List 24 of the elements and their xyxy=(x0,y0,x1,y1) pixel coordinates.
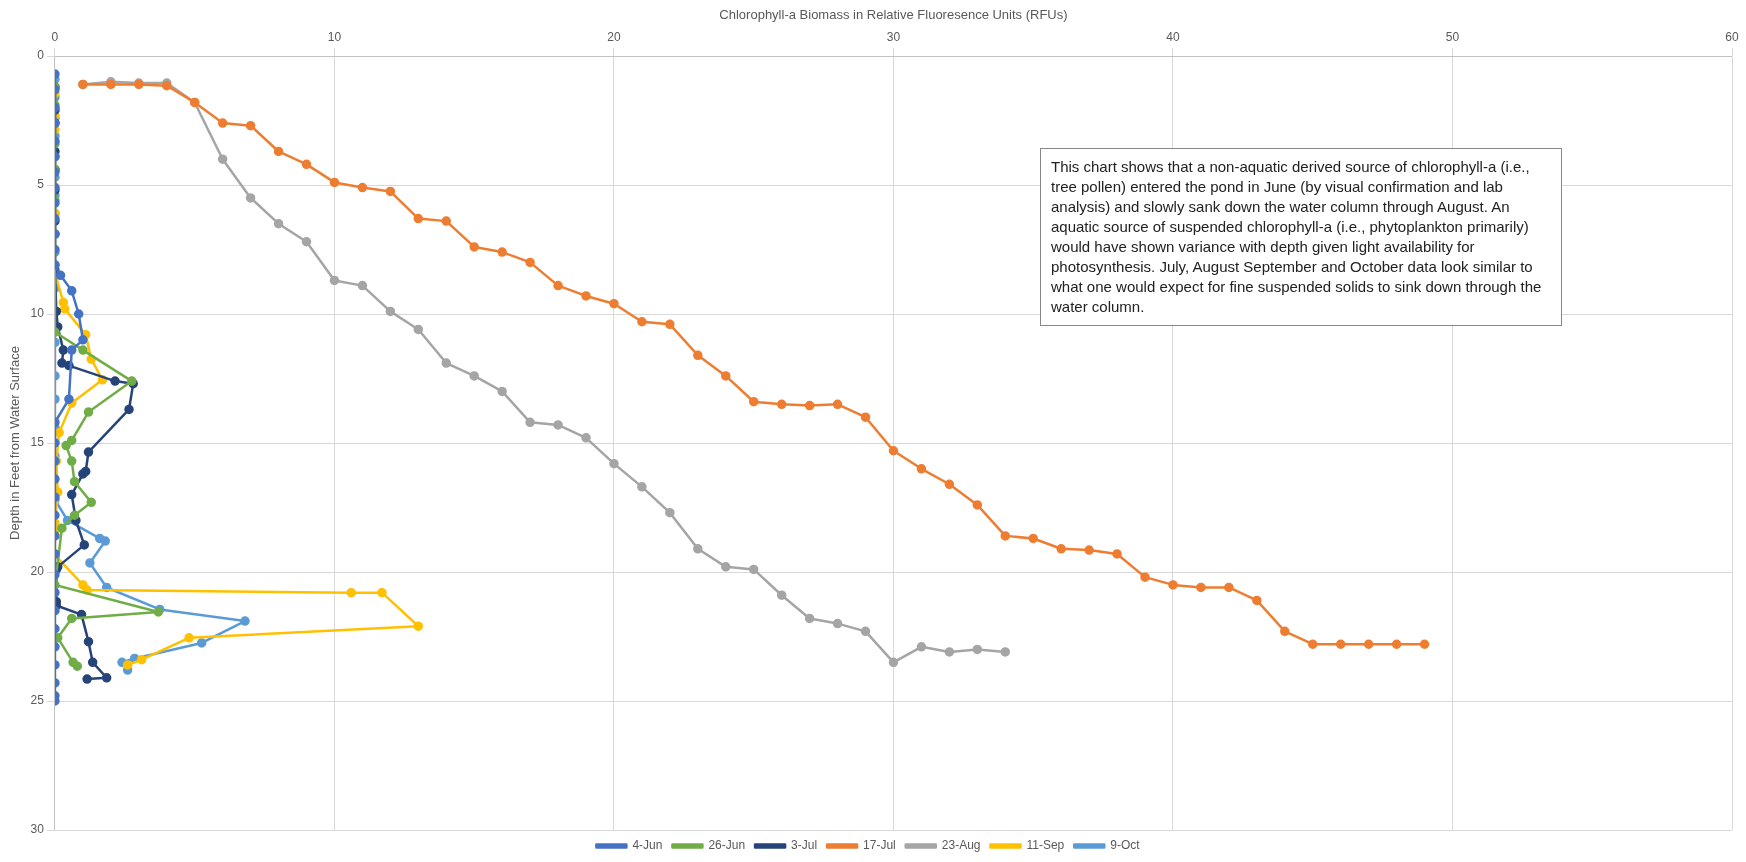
x-tick-label: 60 xyxy=(1725,30,1739,45)
x-tick-label: 0 xyxy=(51,30,59,45)
y-tick-label: 5 xyxy=(37,177,45,192)
legend-label: 11-Sep xyxy=(1026,838,1065,853)
legend-label: 17-Jul xyxy=(863,838,896,853)
x-tick-label: 50 xyxy=(1445,30,1460,45)
y-tick-label: 20 xyxy=(30,564,45,579)
y-axis-title: Depth in Feet from Water Surface xyxy=(7,346,23,540)
x-tick-label: 20 xyxy=(607,30,621,45)
legend-label: 3-Jul xyxy=(791,838,818,853)
y-tick-label: 10 xyxy=(30,306,45,321)
legend-label: 9-Oct xyxy=(1110,838,1141,853)
x-axis-title: Chlorophyll-a Biomass in Relative Fluoresence Units (RFUs) xyxy=(719,7,1068,23)
legend-label: 23-Aug xyxy=(941,838,981,853)
y-tick-label: 30 xyxy=(30,822,45,837)
y-tick-label: 0 xyxy=(37,48,45,63)
y-tick-label: 25 xyxy=(30,693,45,708)
annotation: This chart shows that a non-aquatic derived source of chlorophyll-a (i.e., tree pollen) entered the pond in June (by visual confirmation and lab analysis) and slowly sank down the water column through August. An aquatic source of suspended chlorophyll-a (i.e., phytoplankton primarily) would have shown variance with depth given light availability for photosynthesis. July, August September and October data look similar to what one would expect for fine suspended solids to sink down through the water column. xyxy=(1051,157,1543,317)
legend-label: 4-Jun xyxy=(632,838,663,853)
x-tick-label: 10 xyxy=(327,30,342,45)
y-tick-label: 15 xyxy=(30,435,45,450)
x-tick-label: 40 xyxy=(1166,30,1180,45)
x-tick-label: 30 xyxy=(886,30,901,45)
legend-label: 26-Jun xyxy=(708,838,746,853)
